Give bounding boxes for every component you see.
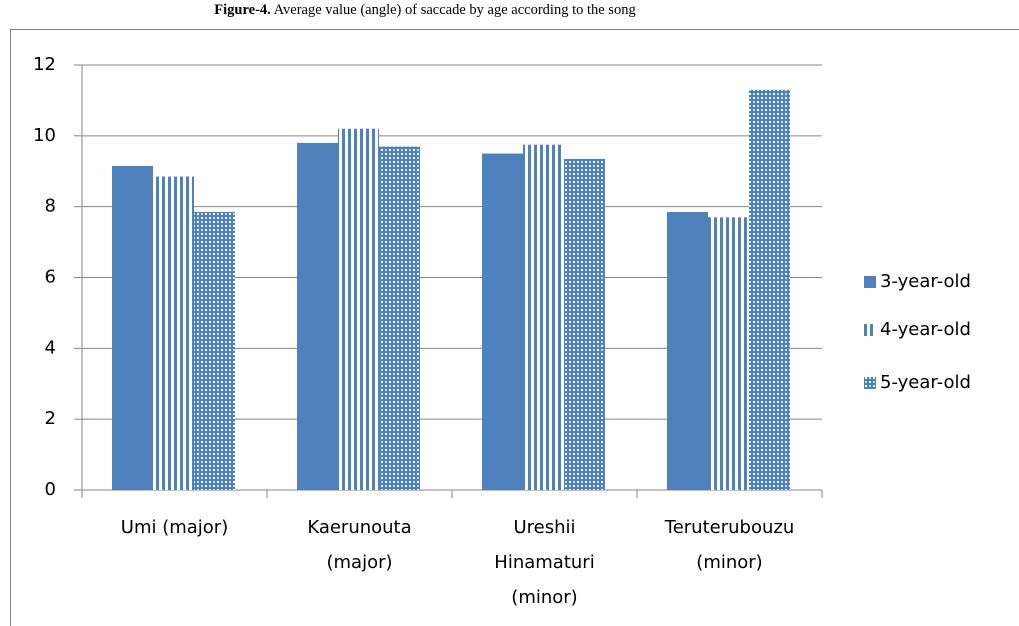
y-tick-label: 2	[45, 408, 56, 429]
y-tick-label: 8	[45, 196, 56, 217]
bar	[194, 211, 235, 490]
legend-swatch	[864, 276, 876, 288]
bar	[667, 211, 708, 490]
bar	[564, 158, 605, 490]
bar	[297, 142, 338, 490]
bar	[749, 89, 790, 491]
x-tick-label: Umi (major)	[120, 517, 229, 538]
bar	[708, 217, 749, 490]
bar	[523, 144, 564, 490]
x-tick-label: Kaerunouta (major)	[307, 517, 412, 573]
title-text: Average value (angle) of saccade by age …	[273, 2, 636, 18]
y-tick-label: 10	[33, 125, 56, 146]
legend-swatch	[864, 377, 876, 389]
frame	[10, 29, 1019, 626]
y-tick-label: 4	[45, 337, 56, 358]
bar	[379, 146, 420, 491]
y-tick-label: 12	[33, 54, 56, 75]
legend-label: 5-year-old	[880, 372, 971, 393]
x-tick-label: Ureshii Hinamaturi (minor)	[494, 517, 595, 608]
bar	[112, 165, 153, 490]
legend-label: 4-year-old	[880, 319, 971, 340]
bar	[338, 128, 379, 490]
legend-swatch	[864, 324, 876, 336]
legend-label: 3-year-old	[880, 271, 971, 292]
bar	[153, 176, 194, 490]
figure-label: Figure-4.	[214, 2, 271, 18]
x-tick-label: Teruterubouzu (minor)	[664, 517, 795, 573]
chart-title: Figure-4. Average value (angle) of sacca…	[0, 2, 850, 19]
bar	[482, 153, 523, 490]
y-tick-label: 0	[45, 479, 56, 500]
y-tick-label: 6	[45, 267, 56, 288]
